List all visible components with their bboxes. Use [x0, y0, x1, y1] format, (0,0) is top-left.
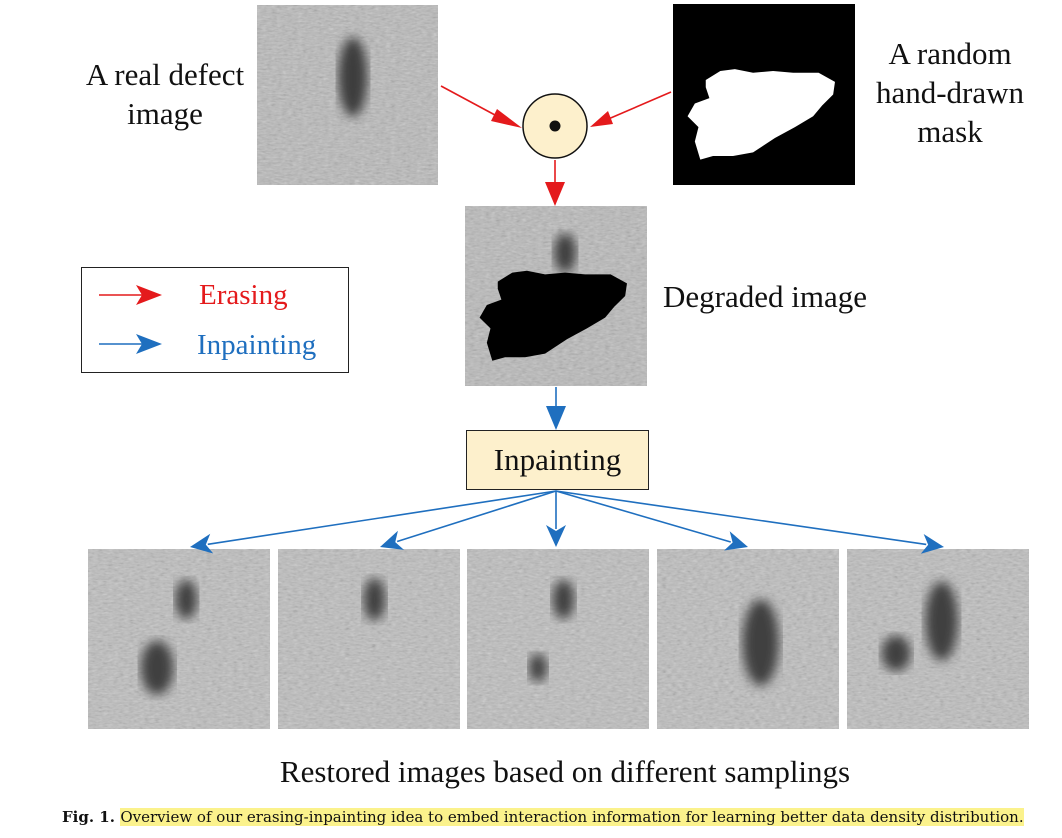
restored-caption: Restored images based on different sampl…: [279, 754, 851, 789]
real-defect-label: A real defect image: [70, 55, 260, 133]
inpainting-fan-arrows: [190, 490, 944, 554]
inpainting-arrow-to-restored-3: [546, 491, 566, 547]
restored-image-2: [278, 549, 460, 729]
legend-arrows: [99, 285, 162, 354]
mask-label-line1: A random: [888, 36, 1012, 71]
legend: Erasing Inpainting: [81, 267, 349, 373]
legend-inpainting-arrow: [99, 334, 162, 354]
random-mask-image: [673, 4, 855, 185]
legend-erasing-label: Erasing: [199, 279, 288, 311]
dot-product-operator: [522, 93, 588, 159]
inpainting-arrow-to-restored-4: [555, 490, 748, 551]
mask-label-line3: mask: [917, 114, 983, 149]
inpainting-module-label: Inpainting: [493, 442, 622, 477]
figure-caption: Fig. 1. Overview of our erasing-inpainti…: [62, 806, 1024, 828]
figure-caption-text: Overview of our erasing-inpainting idea …: [120, 808, 1024, 826]
mask-label-line2: hand-drawn: [875, 75, 1025, 110]
legend-inpainting-label: Inpainting: [197, 329, 317, 361]
legend-erasing-arrow: [99, 285, 162, 305]
degraded-label: Degraded image: [663, 279, 867, 314]
erasing-arrow-to-degraded: [545, 160, 565, 206]
erasing-arrow-from-real-image: [440, 85, 522, 128]
restored-image-5: [847, 549, 1029, 729]
mask-label: A random hand-drawn mask: [858, 34, 1042, 151]
inpainting-module-box: Inpainting: [466, 430, 649, 490]
erasing-arrow-from-mask: [590, 91, 672, 127]
inpainting-arrow-to-restored-1: [190, 490, 557, 554]
inpainting-arrow-to-restored-5: [555, 490, 944, 554]
figure-number: Fig. 1.: [62, 808, 115, 826]
restored-image-3: [467, 549, 649, 729]
degraded-image: [465, 206, 647, 386]
real-defect-image: [257, 5, 438, 185]
restored-image-4: [657, 549, 839, 729]
real-defect-label-line2: image: [127, 96, 203, 131]
inpainting-arrow-to-module: [546, 387, 566, 430]
inpainting-arrow-to-restored-2: [380, 490, 557, 550]
restored-image-1: [88, 549, 270, 729]
real-defect-label-line1: A real defect: [85, 57, 245, 92]
